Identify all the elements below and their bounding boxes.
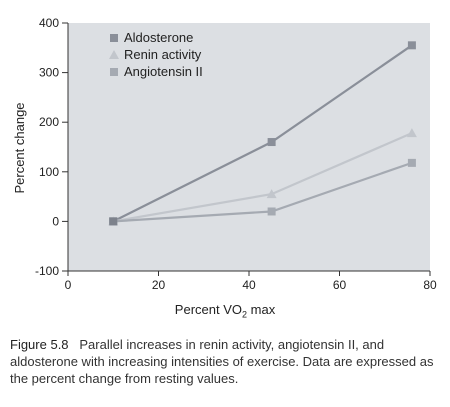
y-ticks: -100 0 100 200 300 400 xyxy=(35,16,68,278)
legend-marker-1 xyxy=(110,34,118,42)
x-tick-label: 0 xyxy=(65,278,72,292)
y-tick-label: 400 xyxy=(39,16,59,30)
y-tick-label: 300 xyxy=(39,66,59,80)
y-tick-label: 100 xyxy=(39,165,59,179)
y-tick-label: -100 xyxy=(35,264,59,278)
y-axis-label: Percent change xyxy=(12,102,27,193)
origin-point xyxy=(109,217,118,226)
figure-label: Figure 5.8 xyxy=(10,337,69,352)
series-3-point xyxy=(407,158,416,167)
plot-area xyxy=(68,23,430,271)
x-tick-label: 60 xyxy=(333,278,347,292)
legend-label-2: Renin activity xyxy=(124,47,202,62)
legend: Aldosterone Renin activity Angiotensin II xyxy=(109,30,203,79)
series-2-point xyxy=(406,128,417,138)
y-tick-label: 200 xyxy=(39,115,59,129)
x-tick-label: 80 xyxy=(423,278,437,292)
legend-label-3: Angiotensin II xyxy=(124,64,203,79)
x-tick-label: 40 xyxy=(242,278,256,292)
x-tick-label: 20 xyxy=(152,278,166,292)
x-axis-label: Percent VO2 max xyxy=(174,302,276,320)
series-3-point xyxy=(267,207,276,216)
series-1-point xyxy=(267,138,276,147)
y-tick-label: 0 xyxy=(52,214,59,228)
figure-caption: Figure 5.8 Parallel increases in renin a… xyxy=(10,336,440,387)
caption-text: Parallel increases in renin activity, an… xyxy=(10,337,434,386)
series-1-point xyxy=(407,41,416,50)
legend-marker-2 xyxy=(109,50,119,59)
x-ticks: 0 20 40 60 80 xyxy=(65,271,437,292)
chart: -100 0 100 200 300 400 0 20 40 60 80 Aldosterone R… xyxy=(12,16,437,292)
legend-label-1: Aldosterone xyxy=(124,30,193,45)
series-2-point xyxy=(266,189,277,199)
legend-marker-3 xyxy=(110,68,118,76)
series-layer xyxy=(108,41,417,226)
